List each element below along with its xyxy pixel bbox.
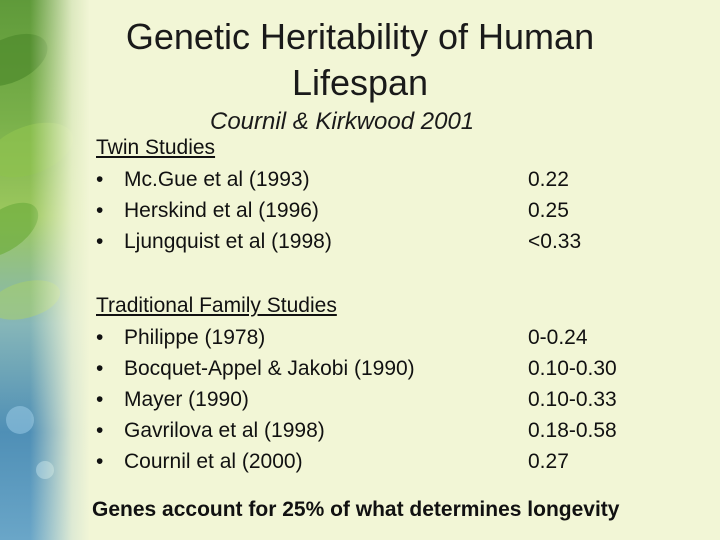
heritability-value: 0.18-0.58 (528, 419, 617, 442)
study-name: Cournil et al (2000) (124, 450, 303, 473)
conclusion-text: Genes account for 25% of what determines… (92, 498, 620, 521)
heritability-value: <0.33 (528, 230, 582, 253)
heritability-value: 0.25 (528, 199, 569, 222)
section-heading-family-studies: Traditional Family Studies (96, 294, 337, 317)
study-name: Herskind et al (1996) (124, 199, 319, 222)
bullet: • (96, 388, 104, 411)
list-item: • Mc.Gue et al (1993) 0.22 (96, 168, 696, 198)
heritability-value: 0.22 (528, 168, 569, 191)
heritability-value: 0.10-0.30 (528, 357, 617, 380)
heritability-value: 0.10-0.33 (528, 388, 617, 411)
list-item: • Bocquet-Appel & Jakobi (1990) 0.10-0.3… (96, 357, 696, 387)
section-heading-twin-studies: Twin Studies (96, 136, 216, 159)
bullet: • (96, 419, 104, 442)
list-item: • Gavrilova et al (1998) 0.18-0.58 (96, 419, 696, 449)
bullet: • (96, 326, 104, 349)
list-item: • Philippe (1978) 0-0.24 (96, 326, 696, 356)
study-name: Mayer (1990) (124, 388, 249, 411)
heritability-value: 0-0.24 (528, 326, 588, 349)
leaf-fade (30, 0, 90, 540)
slide-title: Genetic Heritability of Human Lifespan (125, 16, 595, 103)
study-name: Philippe (1978) (124, 326, 266, 349)
study-name: Gavrilova et al (1998) (124, 419, 325, 442)
bullet: • (96, 450, 104, 473)
bullet: • (96, 199, 104, 222)
study-name: Ljungquist et al (1998) (124, 230, 332, 253)
list-item: • Cournil et al (2000) 0.27 (96, 450, 696, 480)
heritability-value: 0.27 (528, 450, 569, 473)
bullet: • (96, 230, 104, 253)
study-name: Bocquet-Appel & Jakobi (1990) (124, 357, 415, 380)
list-item: • Mayer (1990) 0.10-0.33 (96, 388, 696, 418)
list-item: • Herskind et al (1996) 0.25 (96, 199, 696, 229)
list-item: • Ljungquist et al (1998) <0.33 (96, 230, 696, 260)
slide-subtitle: Cournil & Kirkwood 2001 (210, 108, 475, 135)
bullet: • (96, 168, 104, 191)
study-name: Mc.Gue et al (1993) (124, 168, 310, 191)
bullet: • (96, 357, 104, 380)
leaf-background-image (0, 0, 90, 540)
